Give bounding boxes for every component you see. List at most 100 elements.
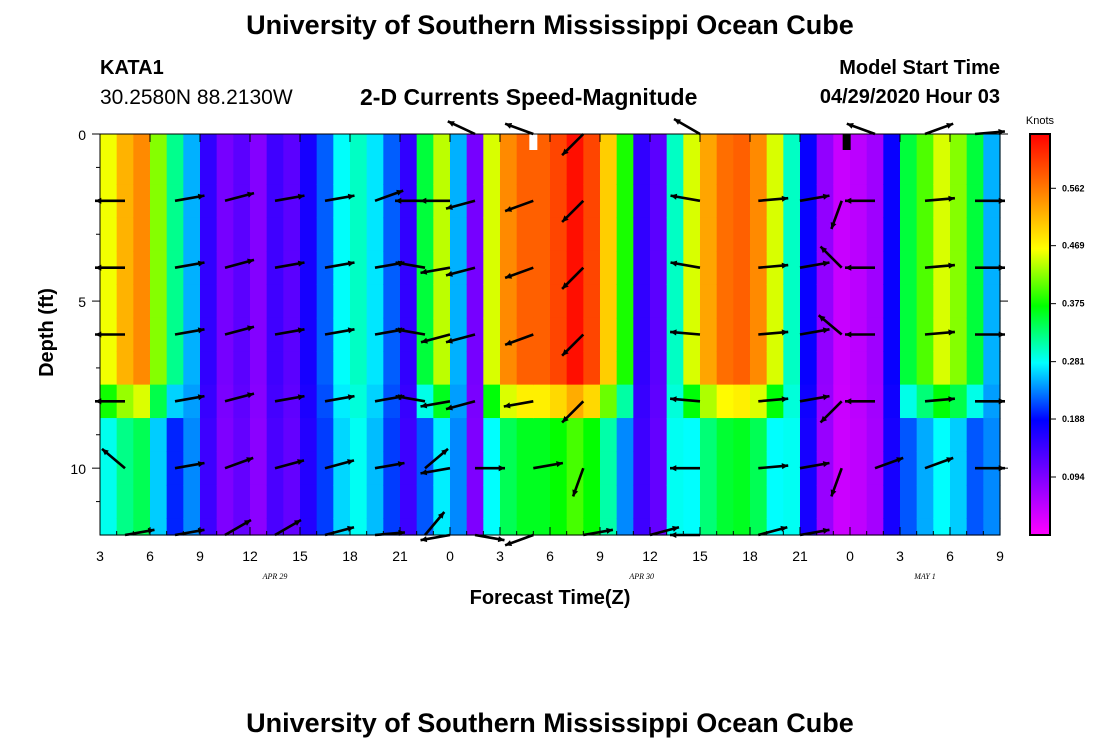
heatmap-cell [583,384,601,419]
heatmap-cell [733,418,751,453]
heatmap-cell [300,518,318,536]
heatmap-cell [383,284,401,319]
heatmap-cell [783,484,801,519]
heatmap-cell [200,134,218,185]
heatmap-cell [900,134,918,185]
heatmap-cell [566,184,584,219]
heatmap-cell [600,484,618,519]
heatmap-cell [700,418,718,453]
heatmap-cell [400,217,418,252]
current-vector [758,396,789,403]
heatmap-cell [300,284,318,319]
heatmap-cell [483,484,501,519]
heatmap-cell [616,384,634,419]
heatmap-cell [166,217,184,252]
heatmap-cell [516,217,534,252]
heatmap-cell [250,217,268,252]
heatmap-cell [400,418,418,453]
current-vector [395,327,426,336]
heatmap-cell [333,418,351,453]
heatmap-cell [816,250,834,285]
heatmap-cell [466,217,484,252]
heatmap-cell [816,518,834,536]
heatmap-cell [533,317,551,352]
current-vector [475,465,505,472]
current-vector [424,511,446,536]
heatmap-cell [550,484,568,519]
heatmap-cell [516,284,534,319]
current-vector [420,197,450,204]
heatmap-cell [350,217,368,252]
heatmap-cell [116,250,134,285]
heatmap-cell [433,418,451,453]
current-vector [924,122,954,136]
heatmap-cell [266,351,284,386]
heatmap-cell [783,134,801,185]
heatmap-cell [333,217,351,252]
heatmap-cell [900,484,918,519]
heatmap-cell [600,451,618,486]
heatmap-cell [150,250,168,285]
heatmap-cell [666,134,684,185]
heatmap-cell [166,518,184,536]
current-vector [374,189,404,203]
heatmap-cell [833,217,851,252]
heatmap-cell [383,518,401,536]
heatmap-cell [450,250,468,285]
heatmap-cell [800,134,818,185]
heatmap-cell [133,250,151,285]
heatmap-cell [250,451,268,486]
heatmap-cell [633,418,651,453]
heatmap-cell [633,184,651,219]
heatmap-cell [183,317,201,352]
current-vector [374,461,405,470]
heatmap-cell [666,418,684,453]
heatmap-cell [816,134,834,185]
heatmap-cell [416,134,434,185]
current-vector [924,396,956,403]
heatmap-cell [366,484,384,519]
heatmap-cell [816,217,834,252]
heatmap-cell [933,284,951,319]
heatmap-cell [516,418,534,453]
heatmap-cell [783,351,801,386]
heatmap-cell [116,384,134,419]
x-tick-label: 15 [692,548,708,564]
current-vector [845,264,875,271]
heatmap-cell [466,351,484,386]
heatmap-cell [500,484,518,519]
heatmap-cell [766,317,784,352]
current-vector [274,260,305,269]
heatmap-cell [533,484,551,519]
heatmap-cell [716,284,734,319]
heatmap-cell [416,484,434,519]
heatmap-cell [266,518,284,536]
heatmap-cell [666,184,684,219]
heatmap-cell [666,351,684,386]
heatmap-cell [333,250,351,285]
heatmap-cell [583,418,601,453]
heatmap-cell [266,217,284,252]
heatmap-cell [900,418,918,453]
heatmap-cell [200,184,218,219]
heatmap-cell [150,351,168,386]
heatmap-cell [933,418,951,453]
heatmap-cell [766,134,784,185]
heatmap-cell [600,351,618,386]
heatmap-cell [700,484,718,519]
current-vector [819,400,843,424]
heatmap-cell [600,317,618,352]
heatmap-cell [650,217,668,252]
heatmap-cell [800,184,818,219]
heatmap-cell [383,484,401,519]
heatmap-cell [250,484,268,519]
heatmap-cell [616,184,634,219]
heatmap-cell [116,518,134,536]
heatmap-cell [250,418,268,453]
heatmap-cell [866,384,884,419]
heatmap-cell [983,217,1001,252]
current-vector [445,400,476,411]
heatmap-cell [700,134,718,185]
heatmap-cell [450,217,468,252]
heatmap-cell [866,284,884,319]
